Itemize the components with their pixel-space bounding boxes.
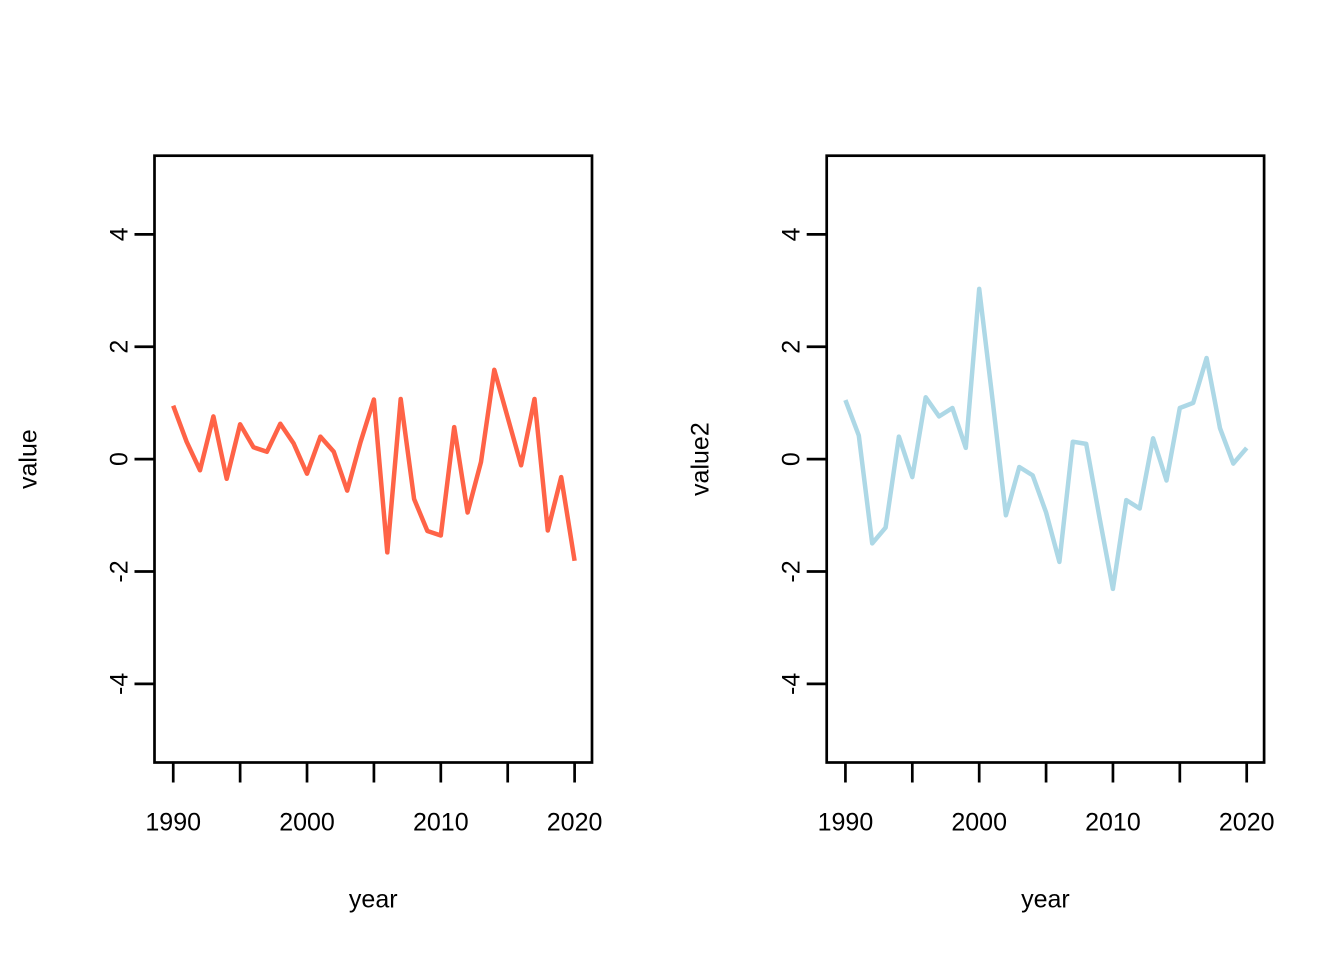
y-axis-tick-label: 0 bbox=[778, 452, 806, 466]
x-axis-title: year bbox=[1021, 886, 1070, 914]
y-axis-tick-label: 0 bbox=[106, 452, 134, 466]
y-axis-title: value2 bbox=[687, 422, 715, 496]
x-axis-tick-label: 2020 bbox=[547, 809, 603, 837]
left-chart-value: 1990 2000 2010 2020 -4 -2 0 2 4 year value bbox=[15, 154, 603, 914]
right-chart-value2: 1990 2000 2010 2020 -4 -2 0 2 4 year value2 bbox=[687, 154, 1275, 914]
y-axis-tick-label: 4 bbox=[106, 227, 134, 241]
x-axis-tick-label: 2000 bbox=[951, 809, 1007, 837]
y-axis-tick-label: -2 bbox=[106, 560, 134, 582]
plot-border bbox=[825, 154, 1266, 764]
series-line-value2 bbox=[843, 286, 1249, 592]
series-line-value bbox=[171, 367, 577, 562]
plot-border bbox=[153, 154, 594, 764]
x-axis-tick-label: 2010 bbox=[413, 809, 469, 837]
x-axis-title: year bbox=[349, 886, 398, 914]
y-axis-tick-label: 4 bbox=[778, 227, 806, 241]
y-axis-tick-label: 2 bbox=[778, 340, 806, 354]
y-axis-tick-label: -2 bbox=[778, 560, 806, 582]
x-axis-tick-label: 2010 bbox=[1085, 809, 1141, 837]
y-axis-tick-label: -4 bbox=[106, 673, 134, 695]
x-axis-tick-label: 1990 bbox=[818, 809, 874, 837]
x-axis-tick-label: 2020 bbox=[1219, 809, 1275, 837]
y-axis-tick-label: -4 bbox=[778, 673, 806, 695]
x-axis-tick-label: 2000 bbox=[279, 809, 335, 837]
y-axis-tick-label: 2 bbox=[106, 340, 134, 354]
y-axis-title: value bbox=[15, 429, 43, 489]
x-axis-tick-label: 1990 bbox=[145, 809, 201, 837]
